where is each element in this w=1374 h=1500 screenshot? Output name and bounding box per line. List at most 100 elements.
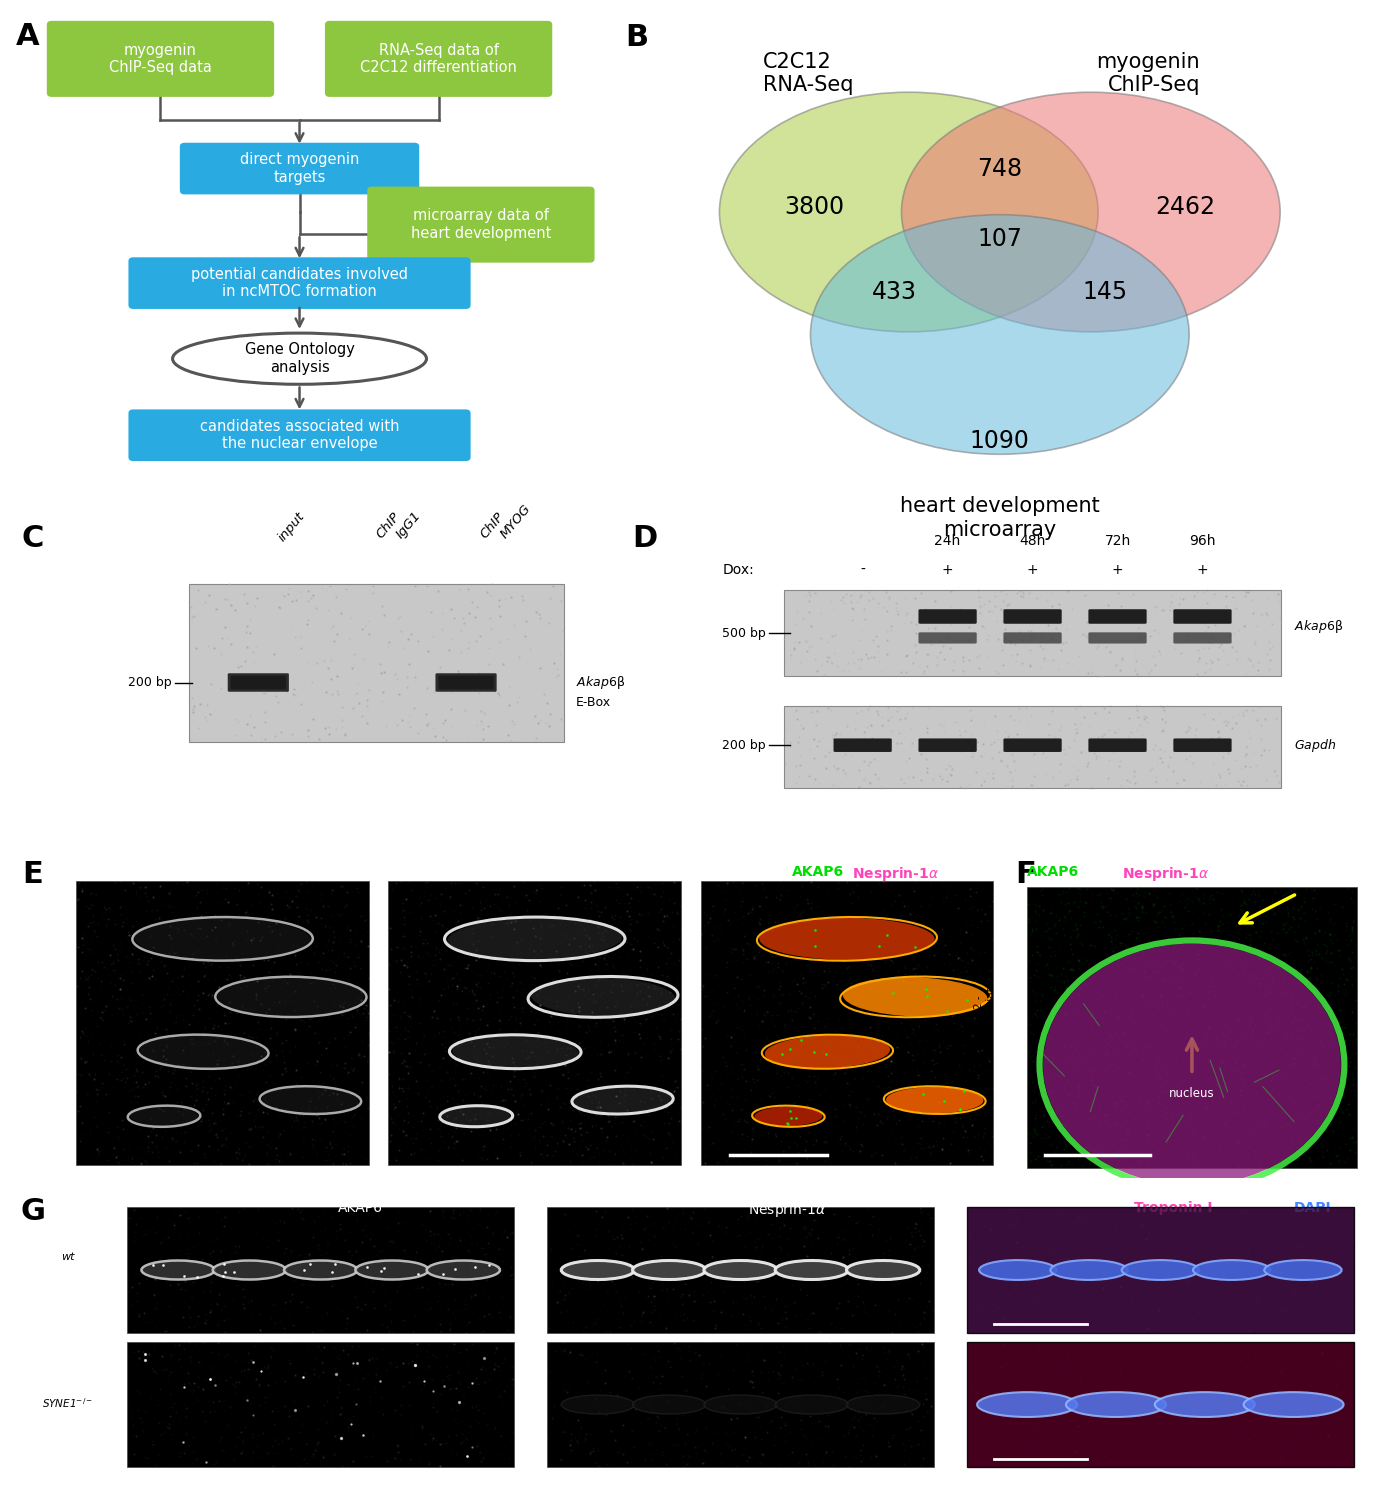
Text: 107: 107 <box>977 226 1022 251</box>
Text: Dox:: Dox: <box>723 564 754 578</box>
Text: nucleus: nucleus <box>1169 1088 1215 1100</box>
Text: C2C12 -
2d differentiation: C2C12 - 2d differentiation <box>974 970 996 1062</box>
Ellipse shape <box>142 1260 214 1280</box>
FancyBboxPatch shape <box>967 1208 1353 1334</box>
Ellipse shape <box>561 1260 635 1280</box>
Text: G: G <box>21 1197 45 1225</box>
Ellipse shape <box>442 1107 510 1126</box>
Text: $Akap6$β: $Akap6$β <box>576 674 625 692</box>
FancyBboxPatch shape <box>1003 609 1062 624</box>
FancyBboxPatch shape <box>1088 609 1147 624</box>
Text: IgG1: IgG1 <box>394 509 423 540</box>
FancyBboxPatch shape <box>190 584 565 742</box>
Text: myogenin
ChIP-Seq data: myogenin ChIP-Seq data <box>109 42 212 75</box>
FancyBboxPatch shape <box>128 1341 514 1467</box>
Text: +: + <box>941 564 954 578</box>
Text: 200 bp: 200 bp <box>721 738 765 752</box>
FancyBboxPatch shape <box>77 880 368 1164</box>
Ellipse shape <box>775 1260 849 1280</box>
Text: myogenin
ChIP-Seq: myogenin ChIP-Seq <box>1096 53 1200 96</box>
Text: E: E <box>22 859 44 889</box>
Ellipse shape <box>356 1260 429 1280</box>
Text: wt: wt <box>60 1252 74 1262</box>
Ellipse shape <box>977 1392 1077 1417</box>
Text: MYOG: MYOG <box>497 501 533 540</box>
Text: 748: 748 <box>977 158 1022 182</box>
Text: candidates associated with
the nuclear envelope: candidates associated with the nuclear e… <box>199 419 400 452</box>
FancyBboxPatch shape <box>128 1208 514 1334</box>
FancyBboxPatch shape <box>783 590 1282 676</box>
Ellipse shape <box>131 1107 198 1126</box>
Ellipse shape <box>530 976 676 1017</box>
Text: +: + <box>1112 564 1124 578</box>
Text: AKAP6: AKAP6 <box>1028 864 1080 879</box>
FancyBboxPatch shape <box>367 186 595 262</box>
Ellipse shape <box>980 1260 1057 1280</box>
Text: 2462: 2462 <box>1156 195 1216 219</box>
Text: RNA-Seq data of
C2C12 differentiation: RNA-Seq data of C2C12 differentiation <box>360 42 517 75</box>
FancyBboxPatch shape <box>180 142 419 195</box>
Ellipse shape <box>842 978 988 1017</box>
Ellipse shape <box>1050 1260 1128 1280</box>
Text: direct myogenin
targets: direct myogenin targets <box>240 153 359 184</box>
FancyBboxPatch shape <box>128 258 471 309</box>
Text: Nesprin-1$\alpha$: Nesprin-1$\alpha$ <box>1121 864 1209 882</box>
Text: C2C12
RNA-Seq: C2C12 RNA-Seq <box>763 53 853 96</box>
Ellipse shape <box>574 1088 671 1113</box>
FancyBboxPatch shape <box>231 675 286 690</box>
FancyBboxPatch shape <box>967 1341 1353 1467</box>
Ellipse shape <box>561 1395 635 1414</box>
Ellipse shape <box>213 1260 286 1280</box>
FancyBboxPatch shape <box>701 880 993 1164</box>
Ellipse shape <box>754 1107 823 1126</box>
Text: D: D <box>632 524 657 554</box>
Text: heart development
microarray: heart development microarray <box>900 496 1099 540</box>
Ellipse shape <box>775 1395 849 1414</box>
Ellipse shape <box>720 92 1098 332</box>
Text: AKAP6: AKAP6 <box>791 864 844 879</box>
Ellipse shape <box>1154 1392 1254 1417</box>
Text: 500 bp: 500 bp <box>721 627 765 639</box>
Text: ChIP: ChIP <box>478 510 507 540</box>
FancyBboxPatch shape <box>436 674 496 692</box>
Ellipse shape <box>886 1088 984 1113</box>
Ellipse shape <box>140 1035 267 1068</box>
Ellipse shape <box>284 1260 357 1280</box>
Ellipse shape <box>703 1260 778 1280</box>
Text: cytoplasm: cytoplasm <box>1253 874 1315 888</box>
Ellipse shape <box>632 1395 706 1414</box>
FancyBboxPatch shape <box>1088 738 1147 752</box>
Text: 48h: 48h <box>1020 534 1046 548</box>
Text: B: B <box>625 22 649 53</box>
Text: DAPI: DAPI <box>1293 1202 1331 1215</box>
Text: Gene Ontology
analysis: Gene Ontology analysis <box>245 342 354 375</box>
Text: 3800: 3800 <box>785 195 844 219</box>
Text: A: A <box>15 22 38 51</box>
Text: 72h: 72h <box>1105 534 1131 548</box>
Ellipse shape <box>846 1260 919 1280</box>
Ellipse shape <box>765 1035 890 1068</box>
Text: 200 bp: 200 bp <box>128 676 172 688</box>
Ellipse shape <box>811 214 1189 454</box>
Ellipse shape <box>452 1035 578 1068</box>
Text: Nesprin-1$\alpha$: Nesprin-1$\alpha$ <box>852 864 940 882</box>
Text: -: - <box>860 564 866 578</box>
Ellipse shape <box>427 1260 500 1280</box>
Ellipse shape <box>1066 1392 1167 1417</box>
FancyBboxPatch shape <box>834 738 892 752</box>
Text: E-Box: E-Box <box>576 696 611 709</box>
FancyBboxPatch shape <box>438 675 493 690</box>
Text: 1090: 1090 <box>970 429 1029 453</box>
Text: AKAP6: AKAP6 <box>205 864 250 879</box>
FancyBboxPatch shape <box>918 738 977 752</box>
Text: potential candidates involved
in ncMTOC formation: potential candidates involved in ncMTOC … <box>191 267 408 300</box>
FancyBboxPatch shape <box>1173 633 1231 644</box>
Ellipse shape <box>135 918 311 960</box>
Ellipse shape <box>1264 1260 1341 1280</box>
Text: +: + <box>1026 564 1039 578</box>
Text: AKAP6: AKAP6 <box>338 1202 383 1215</box>
FancyBboxPatch shape <box>1028 888 1356 1168</box>
Text: 433: 433 <box>871 280 916 304</box>
Text: $Gapdh$: $Gapdh$ <box>1293 736 1336 753</box>
FancyBboxPatch shape <box>47 21 275 98</box>
